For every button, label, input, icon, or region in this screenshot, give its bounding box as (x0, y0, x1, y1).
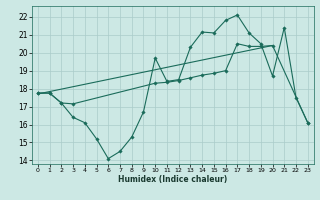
X-axis label: Humidex (Indice chaleur): Humidex (Indice chaleur) (118, 175, 228, 184)
